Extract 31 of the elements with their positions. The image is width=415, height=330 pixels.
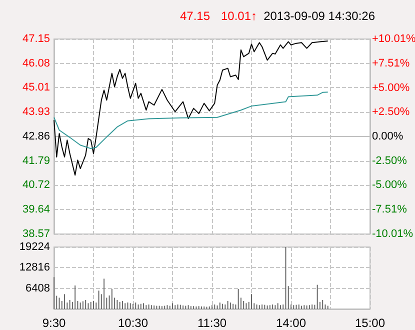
y2-tick-label: +10.01% — [372, 33, 415, 45]
x-tick-label: 15:00 — [354, 316, 386, 330]
y2-tick-label: -7.51% — [372, 204, 408, 216]
x-tick-label: 10:30 — [118, 316, 148, 330]
y-tick-label: 12816 — [19, 262, 50, 274]
text: 2013-09-09 14:30:26 — [264, 9, 376, 23]
y-tick-label: 19224 — [19, 241, 50, 253]
y2-tick-label: +7.51% — [372, 57, 410, 70]
line-series — [54, 92, 328, 150]
y2-tick-label: +5.00% — [372, 82, 410, 94]
y2-tick-label: +2.50% — [372, 106, 410, 118]
y2-tick-label: -10.01% — [372, 228, 414, 240]
text: 47.15 — [180, 9, 210, 23]
y-tick-label: 45.01 — [22, 82, 50, 94]
line-series — [54, 40, 328, 176]
x-tick-label: 14:00 — [276, 316, 306, 330]
y-tick-label: 47.15 — [22, 33, 50, 45]
y2-tick-label: -5.00% — [372, 179, 408, 192]
y-tick-label: 41.79 — [22, 154, 50, 167]
y2-tick-label: 0.00% — [372, 130, 404, 142]
x-tick-label: 9:30 — [42, 316, 66, 330]
y-tick-label: 40.72 — [22, 179, 50, 192]
x-tick-label: 11:30 — [197, 316, 227, 330]
y-tick-label: 38.57 — [22, 228, 50, 240]
y2-tick-label: -2.50% — [372, 154, 408, 167]
y-tick-label: 39.64 — [22, 204, 50, 216]
text: 10.01↑ — [220, 9, 257, 23]
y-tick-label: 43.93 — [22, 106, 50, 118]
y-tick-label: 6408 — [26, 282, 50, 294]
y-tick-label: 46.08 — [22, 57, 50, 70]
y-tick-label: 42.86 — [22, 130, 50, 142]
